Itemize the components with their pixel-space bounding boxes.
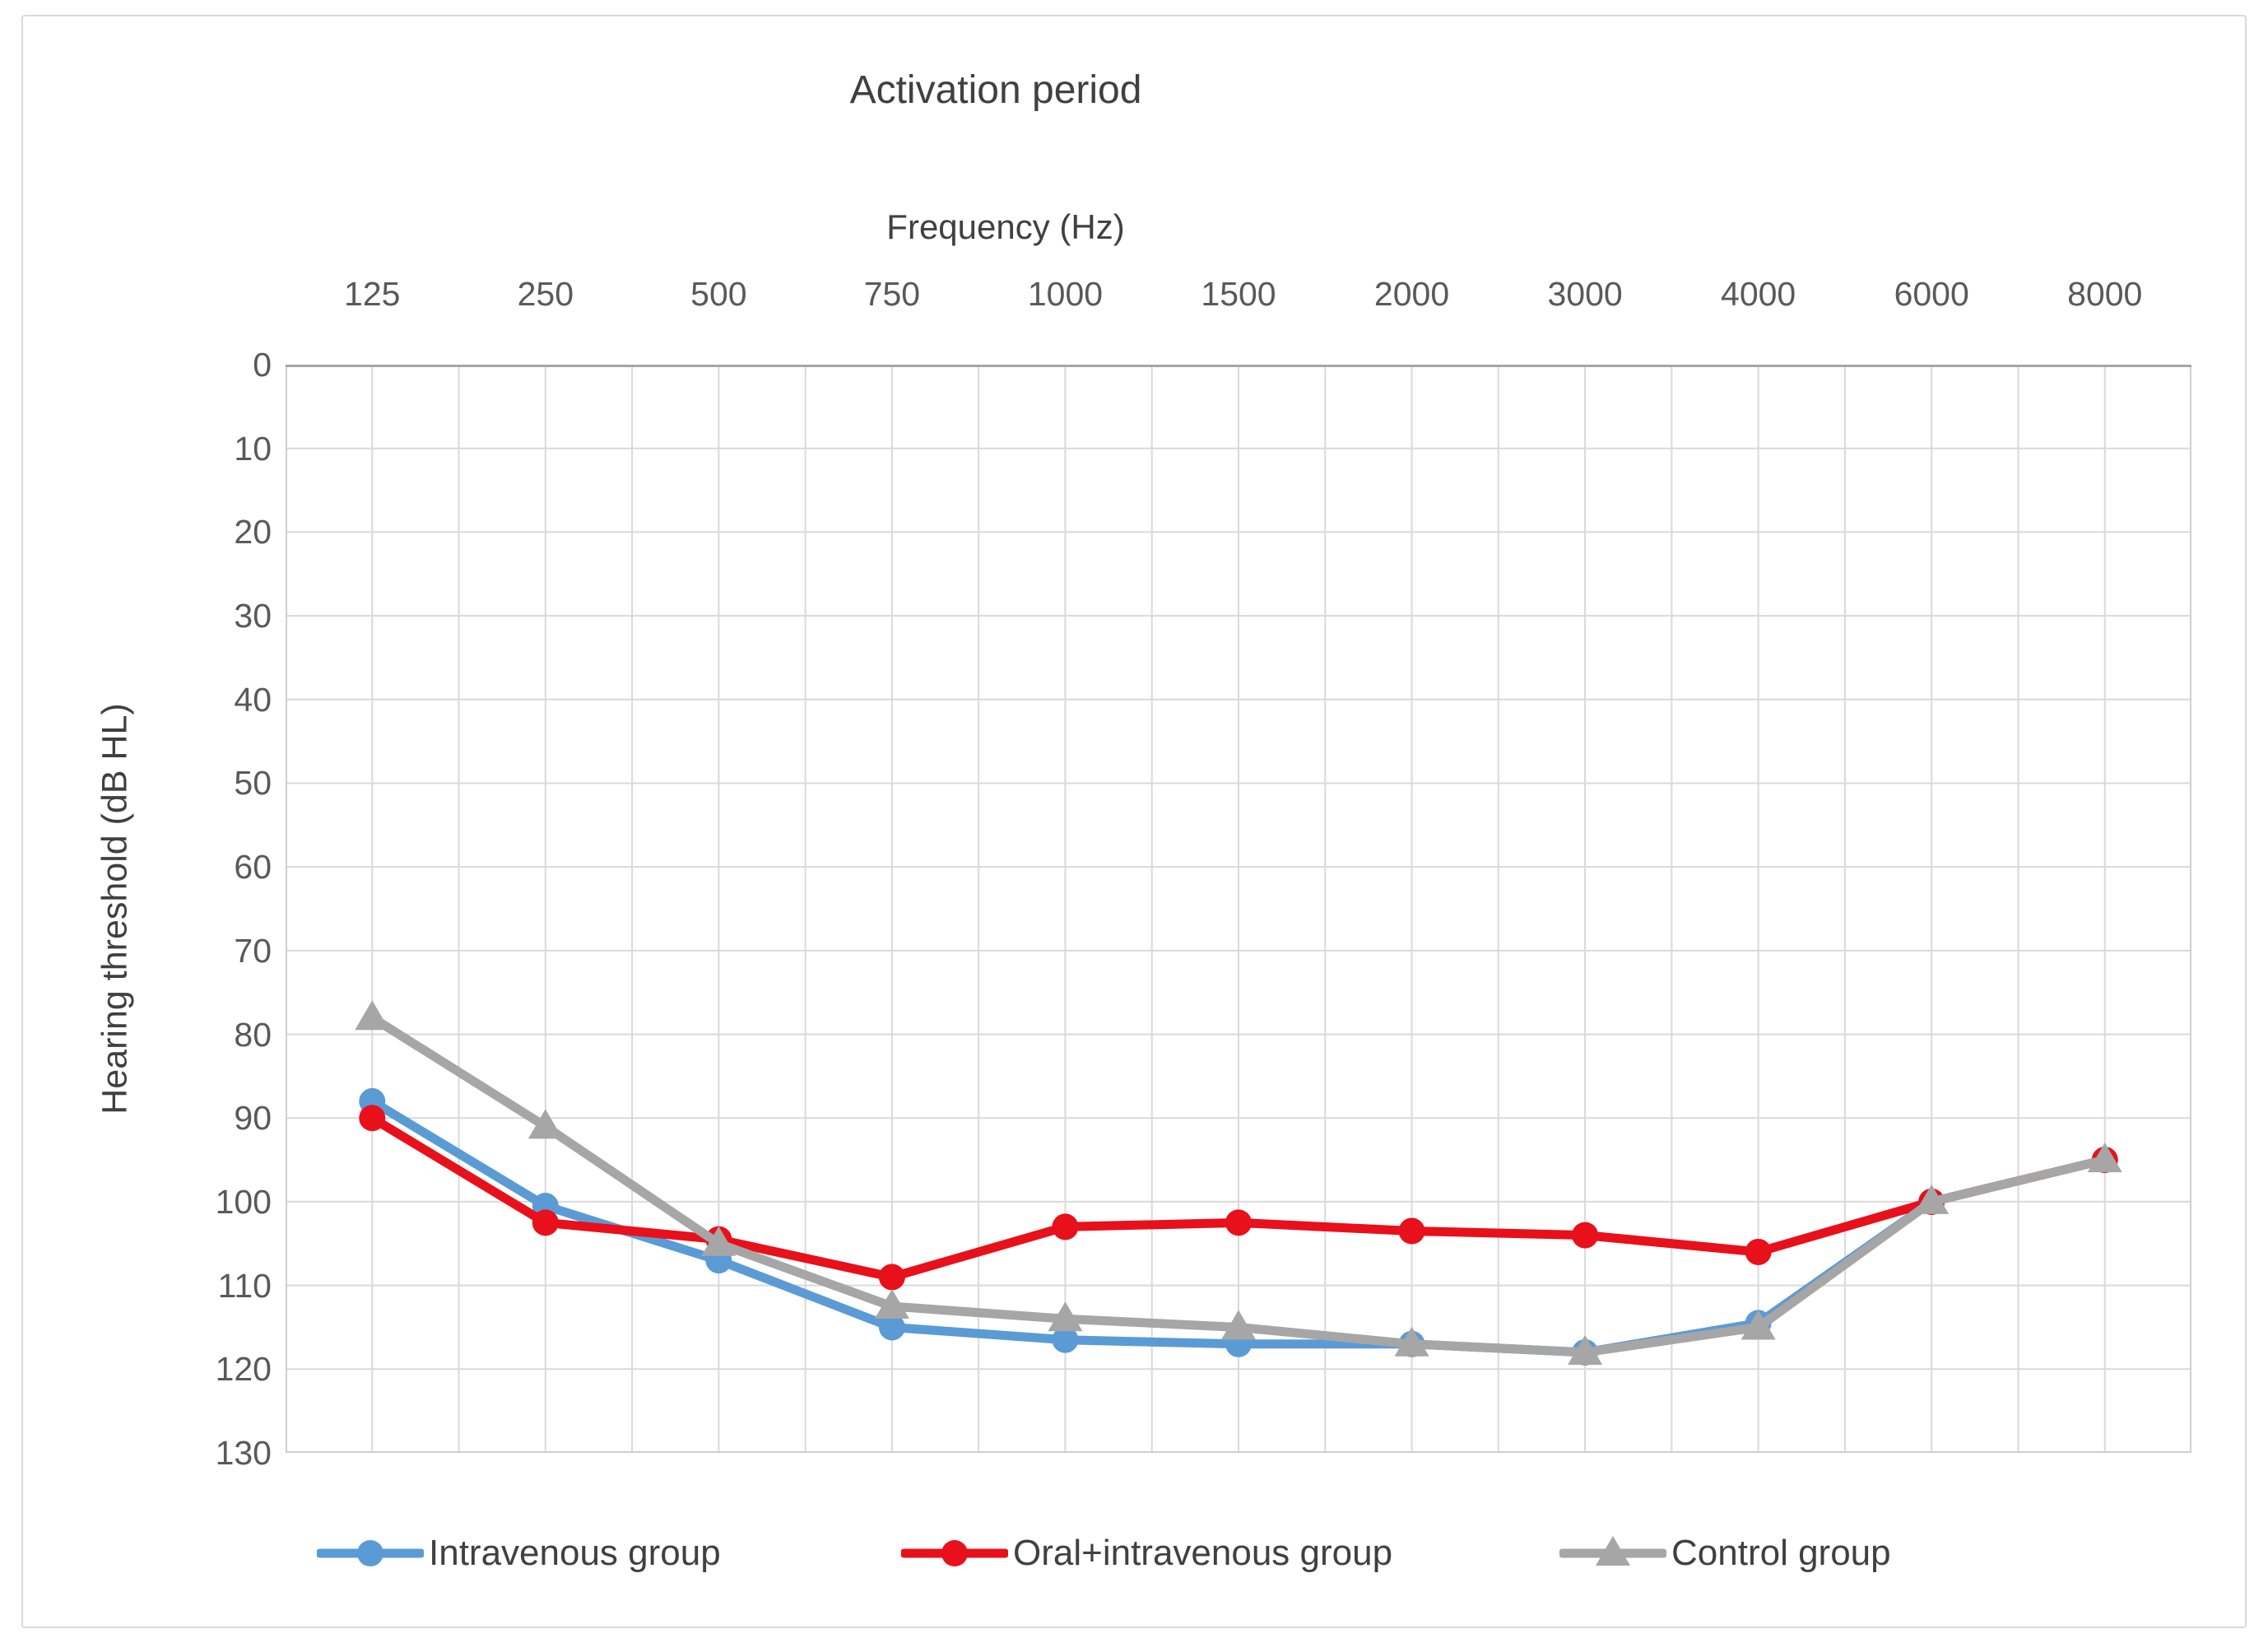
legend-label-intravenous-group: Intravenous group [429,1533,721,1573]
x-tick-label: 8000 [2067,275,2143,313]
y-tick-label: 10 [234,429,272,468]
y-tick-label: 80 [234,1015,272,1054]
legend-item-control-group: Control group [1559,1516,1891,1590]
plot-area [286,365,2191,1453]
legend-marker-intravenous-group [317,1540,424,1566]
legend-marker-control-group [1559,1536,1666,1566]
y-tick-label: 40 [234,680,272,719]
chart-title: Activation period [849,68,1142,112]
y-tick-label: 60 [234,848,272,887]
y-tick-label: 130 [215,1434,272,1472]
y-tick-label: 110 [217,1266,272,1305]
x-tick-label: 250 [517,275,574,313]
x-tick-label: 500 [690,275,747,313]
x-tick-label: 125 [344,275,401,313]
y-tick-label: 50 [234,764,272,803]
legend-label-control-group: Control group [1671,1533,1891,1573]
y-axis-title: Hearing threshold (dB HL) [95,703,135,1115]
y-tick-label: 0 [253,346,272,384]
y-tick-label: 120 [215,1350,272,1389]
x-tick-label: 1500 [1201,275,1276,313]
x-axis-title: Frequency (Hz) [886,207,1125,246]
legend: Intravenous group Oral+intravenous group… [0,1516,2268,1590]
y-tick-label: 70 [234,931,272,970]
y-tick-label: 20 [234,513,272,552]
x-tick-label: 3000 [1547,275,1623,313]
y-tick-label: 30 [234,597,272,635]
x-tick-label: 1000 [1027,275,1104,313]
y-tick-label: 100 [215,1182,272,1221]
legend-marker-oral-intravenous-group [901,1540,1008,1566]
x-tick-label: 4000 [1721,275,1796,313]
x-tick-label: 6000 [1894,275,1969,313]
x-tick-label: 2000 [1373,275,1450,313]
legend-item-intravenous-group: Intravenous group [317,1516,721,1590]
y-tick-label: 90 [234,1099,272,1138]
legend-label-oral-intravenous-group: Oral+intravenous group [1013,1533,1393,1573]
x-tick-label: 750 [863,275,921,313]
legend-item-oral-intravenous-group: Oral+intravenous group [901,1516,1392,1590]
